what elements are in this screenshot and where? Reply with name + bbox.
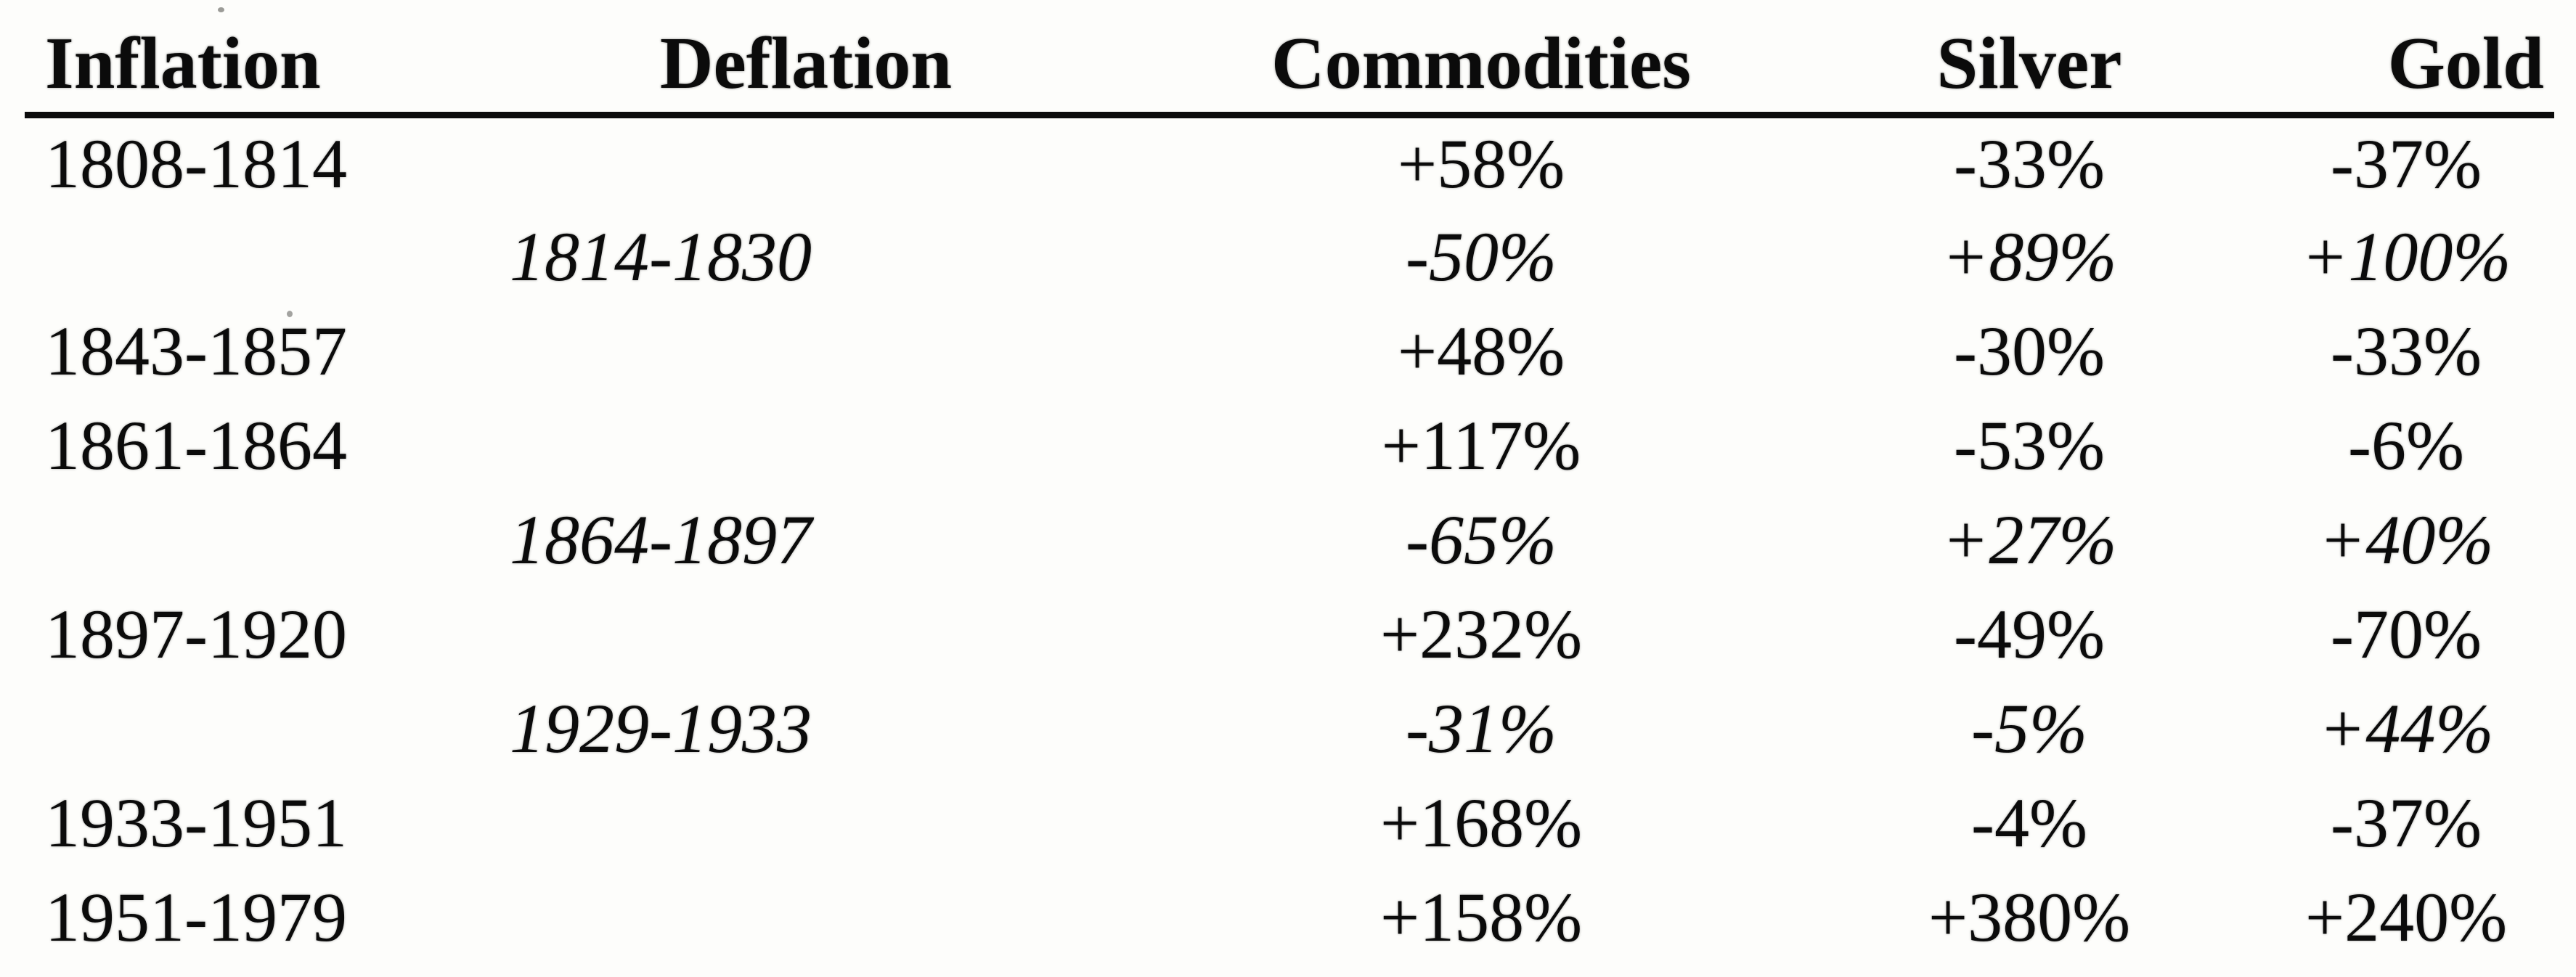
gold-value-cell: -37% bbox=[2331, 125, 2482, 203]
gold-value-cell: -70% bbox=[2331, 595, 2482, 674]
inflation-period-cell: 1843-1857 bbox=[45, 312, 347, 391]
table-row: 1808-1814 +58% -33% -37% bbox=[25, 115, 2554, 210]
table-row: 1897-1920 +232% -49% -70% bbox=[25, 587, 2554, 682]
gold-value-cell: -33% bbox=[2331, 312, 2482, 391]
inflation-period-cell bbox=[25, 493, 450, 587]
column-header-silver: Silver bbox=[1801, 10, 2258, 119]
inflation-period-cell bbox=[25, 682, 450, 776]
silver-value-cell: +27% bbox=[1941, 501, 2117, 579]
table-row: 1861-1864 +117% -53% -6% bbox=[25, 398, 2554, 493]
gold-value-cell: +44% bbox=[2318, 690, 2494, 768]
table-body: 1808-1814 +58% -33% -37% 1814-1830 -50% … bbox=[25, 115, 2554, 965]
inflation-period-cell bbox=[25, 210, 450, 304]
inflation-period-cell: 1808-1814 bbox=[45, 125, 347, 203]
table-header: Inflation Deflation Commodities Silver G… bbox=[25, 10, 2554, 119]
silver-value-cell: -49% bbox=[1954, 595, 2105, 674]
column-header-inflation: Inflation bbox=[25, 10, 450, 119]
deflation-period-cell bbox=[450, 776, 1162, 870]
table-row: 1864-1897 -65% +27% +40% bbox=[25, 493, 2554, 587]
table-row: 1814-1830 -50% +89% +100% bbox=[25, 210, 2554, 304]
silver-value-cell: +89% bbox=[1941, 218, 2117, 296]
commodities-value-cell: +232% bbox=[1379, 595, 1583, 674]
commodities-value-cell: -65% bbox=[1406, 501, 1557, 579]
column-header-deflation: Deflation bbox=[450, 10, 1162, 119]
deflation-period-cell: 1929-1933 bbox=[510, 690, 812, 768]
inflation-period-cell: 1897-1920 bbox=[45, 595, 347, 674]
silver-value-cell: -30% bbox=[1954, 312, 2105, 391]
deflation-period-cell: 1864-1897 bbox=[510, 501, 812, 579]
column-header-commodities: Commodities bbox=[1162, 10, 1801, 119]
deflation-period-cell bbox=[450, 870, 1162, 965]
column-header-gold: Gold bbox=[2258, 10, 2554, 119]
commodities-value-cell: +158% bbox=[1379, 878, 1583, 957]
inflation-period-cell: 1951-1979 bbox=[45, 878, 347, 957]
inflation-period-cell: 1861-1864 bbox=[45, 406, 347, 485]
commodities-value-cell: +117% bbox=[1381, 406, 1581, 485]
inflation-period-cell: 1933-1951 bbox=[45, 784, 347, 862]
silver-value-cell: -5% bbox=[1971, 690, 2087, 768]
gold-value-cell: +240% bbox=[2304, 878, 2508, 957]
table-row: 1929-1933 -31% -5% +44% bbox=[25, 682, 2554, 776]
silver-value-cell: +380% bbox=[1928, 878, 2131, 957]
silver-value-cell: -53% bbox=[1954, 406, 2105, 485]
deflation-period-cell bbox=[450, 398, 1162, 493]
scan-artifact bbox=[218, 7, 224, 12]
commodities-value-cell: +168% bbox=[1379, 784, 1583, 862]
gold-value-cell: -37% bbox=[2331, 784, 2482, 862]
inflation-deflation-returns-table: Inflation Deflation Commodities Silver G… bbox=[25, 10, 2554, 965]
silver-value-cell: -4% bbox=[1971, 784, 2087, 862]
gold-value-cell: +40% bbox=[2318, 501, 2494, 579]
gold-value-cell: +100% bbox=[2301, 218, 2511, 296]
table-row: 1843-1857 +48% -30% -33% bbox=[25, 304, 2554, 398]
header-row: Inflation Deflation Commodities Silver G… bbox=[25, 10, 2554, 119]
deflation-period-cell bbox=[450, 587, 1162, 682]
commodities-value-cell: +58% bbox=[1397, 125, 1565, 203]
deflation-period-cell bbox=[450, 304, 1162, 398]
commodities-value-cell: -50% bbox=[1406, 218, 1557, 296]
commodities-value-cell: -31% bbox=[1406, 690, 1557, 768]
table-row: 1933-1951 +168% -4% -37% bbox=[25, 776, 2554, 870]
deflation-period-cell: 1814-1830 bbox=[510, 218, 812, 296]
silver-value-cell: -33% bbox=[1954, 125, 2105, 203]
scan-artifact bbox=[287, 311, 293, 317]
commodities-value-cell: +48% bbox=[1397, 312, 1565, 391]
deflation-period-cell bbox=[450, 115, 1162, 210]
table-row: 1951-1979 +158% +380% +240% bbox=[25, 870, 2554, 965]
gold-value-cell: -6% bbox=[2348, 406, 2464, 485]
